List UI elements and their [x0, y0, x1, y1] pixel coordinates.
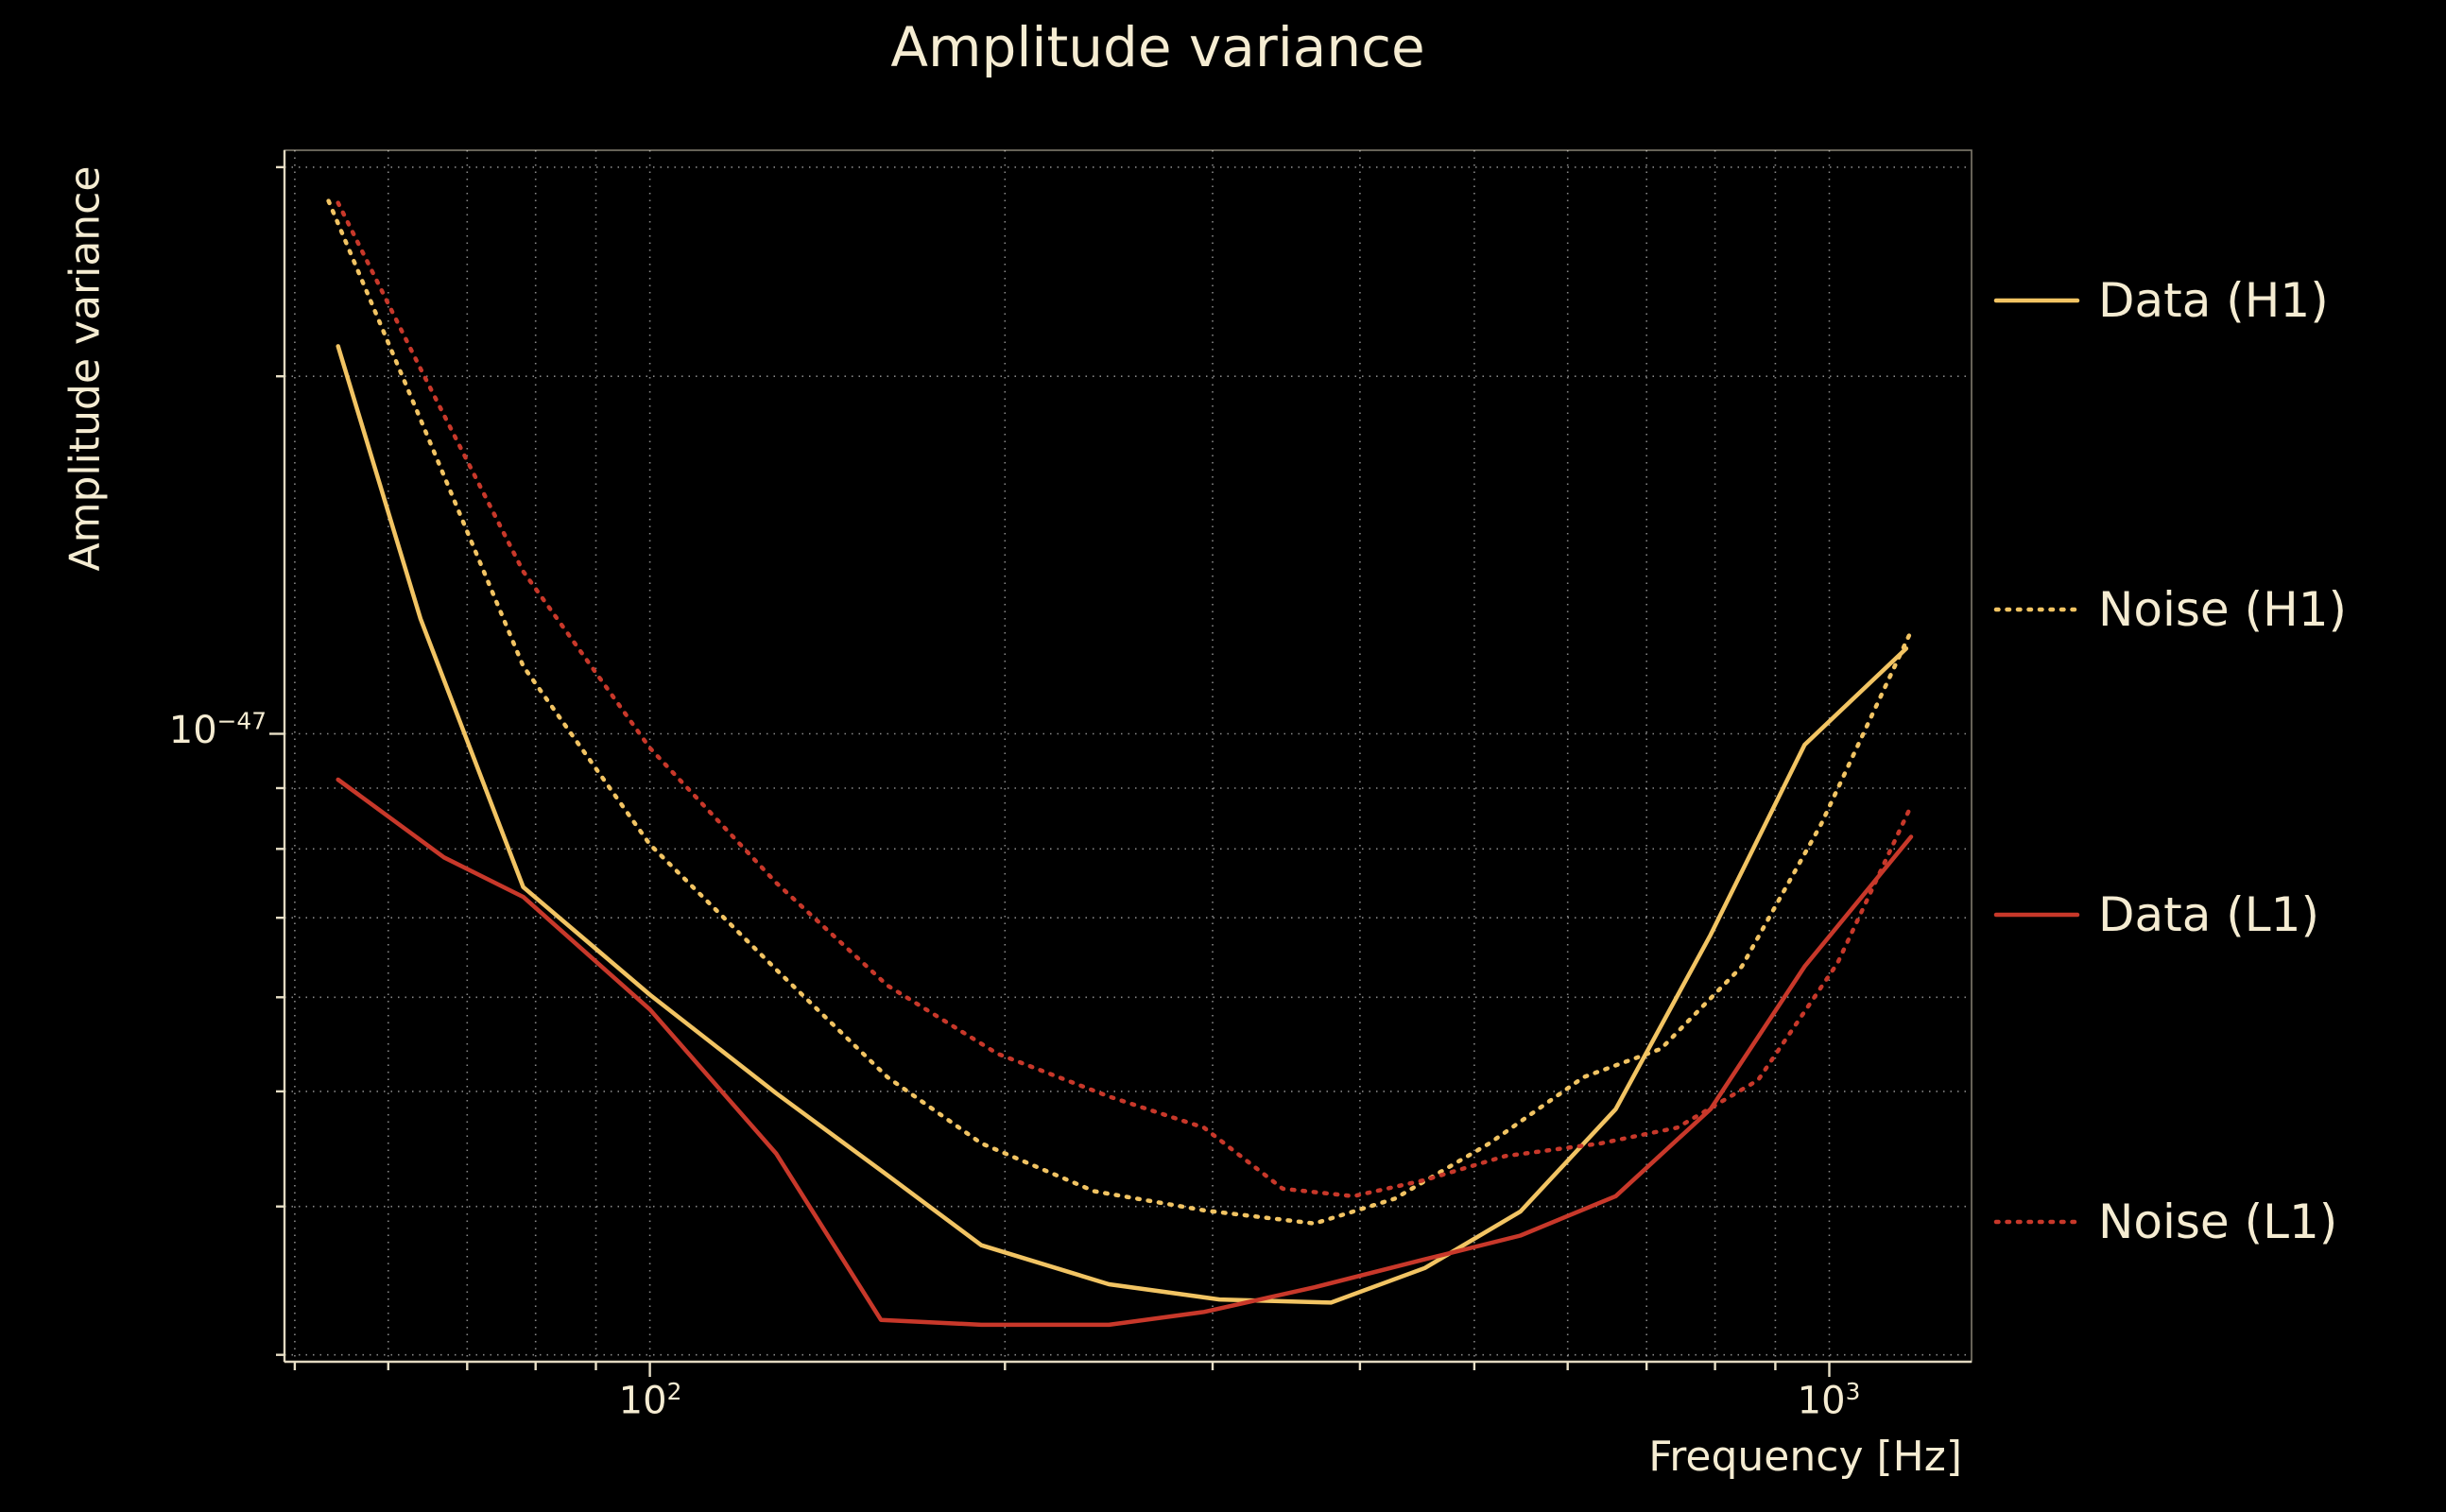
chart-title: Amplitude variance: [890, 15, 1425, 79]
x-axis-label: Frequency [Hz]: [1648, 1433, 1962, 1481]
series-noise-l1: [336, 200, 1911, 1199]
x-tick-label-1000: 103: [1797, 1378, 1861, 1423]
series-data-h1: [336, 344, 1909, 1305]
series-data-l1: [336, 777, 1914, 1328]
plot-frame: [284, 149, 1972, 1363]
x-tick-label-100: 102: [618, 1378, 682, 1423]
series-noise-h1: [326, 198, 1914, 1226]
y-tick-label-1e-47: 10−47: [168, 707, 267, 752]
